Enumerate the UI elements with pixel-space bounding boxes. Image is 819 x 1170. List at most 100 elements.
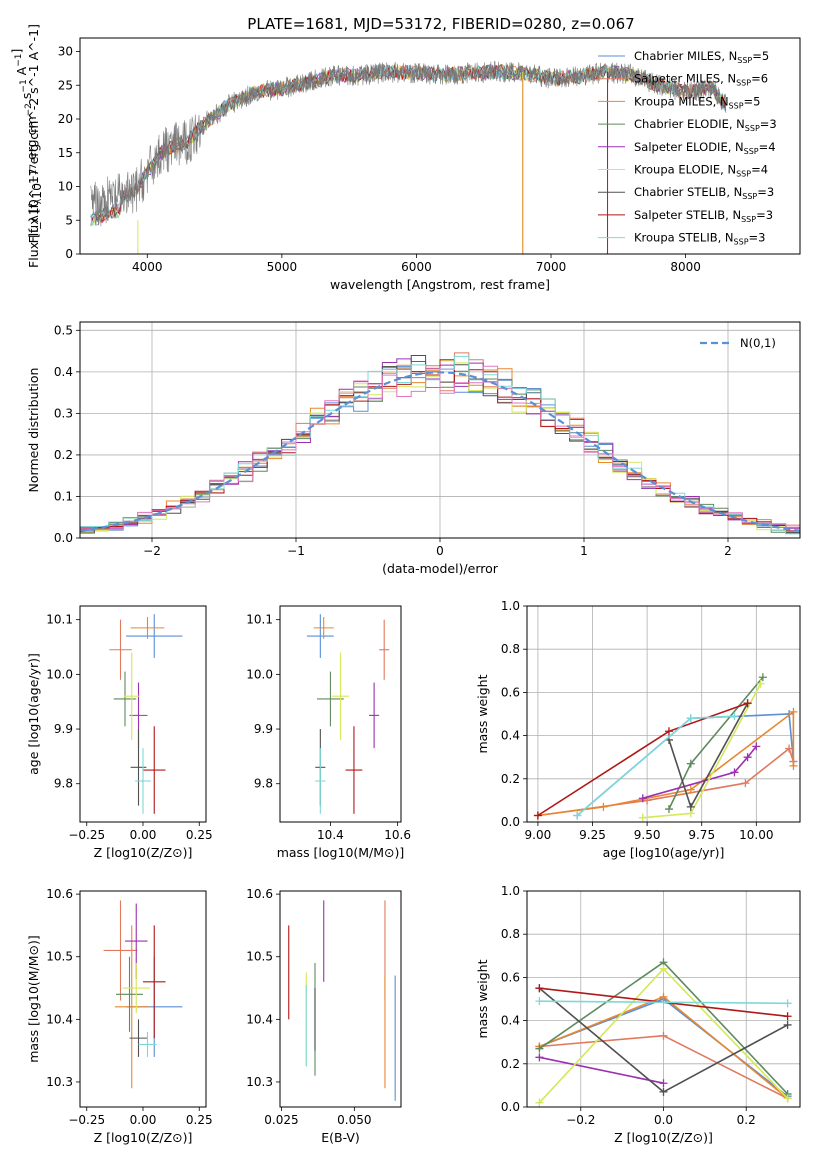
- x-tick-label: 10.00: [739, 828, 773, 842]
- y-tick-label: 30: [58, 45, 73, 59]
- x-tick-label: 10.6: [384, 828, 411, 842]
- x-tick-label: 2: [724, 544, 732, 558]
- weight-point: [638, 813, 647, 822]
- weight-point: [664, 727, 673, 736]
- weight-line-4: [642, 745, 757, 799]
- weight-line-3: [668, 676, 764, 810]
- y-tick-label: 10.3: [246, 1075, 273, 1089]
- legend-label: Salpeter MILES, NSSP=6: [634, 72, 768, 88]
- x-tick-label: 0: [436, 544, 444, 558]
- weight-line-4: [539, 1056, 664, 1084]
- y-tick-label: 0.2: [501, 772, 520, 786]
- y-axis-label: Flux [fλ10−17 erg cm−2 s−1 A−1]: [9, 49, 44, 244]
- label-part: 10: [29, 183, 44, 199]
- x-axis-label: mass [log10(M/M⊙)]: [277, 845, 405, 860]
- y-tick-label: 0.0: [501, 1100, 520, 1114]
- y-tick-label: 10.5: [246, 950, 273, 964]
- legend-text: Kroupa MILES, N: [634, 94, 729, 108]
- weight-line-0: [576, 713, 795, 817]
- y-tick-label: 20: [58, 112, 73, 126]
- weight-point: [789, 761, 798, 770]
- y-tick-label: 0.2: [54, 448, 73, 462]
- y-axis-label: mass weight: [475, 674, 490, 753]
- x-tick-label: 1: [580, 544, 588, 558]
- legend-sub: SSP: [742, 192, 757, 201]
- weight-point: [659, 1087, 668, 1096]
- y-tick-label: 0.0: [54, 531, 73, 545]
- legend-label: Chabrier MILES, NSSP=5: [634, 49, 769, 65]
- y-axis-label: Flux [f_λ10^-17 erg cm^-2 s^-1 A^-1]: [26, 24, 41, 268]
- weight-point: [752, 742, 761, 751]
- legend-text: Kroupa STELIB, N: [634, 231, 734, 245]
- weight-point: [743, 699, 752, 708]
- y-tick-label: 0.3: [54, 406, 73, 420]
- weight-point: [659, 992, 668, 1001]
- x-axis-label: (data-model)/error: [382, 561, 499, 576]
- x-tick-label: 5000: [267, 260, 298, 274]
- legend-value: =3: [749, 231, 766, 245]
- x-tick-label: 9.25: [579, 828, 606, 842]
- legend-text: Chabrier STELIB, N: [634, 185, 742, 199]
- label-part: ]: [9, 49, 24, 54]
- panel-mass-weight-vs-age: 9.00 9.25 9.50 9.75 10.00 0.0 0.2 0.4 0.6 0.8 1.0 a…: [475, 599, 801, 860]
- y-tick-label: 25: [58, 78, 73, 92]
- histogram-step-9: [80, 365, 800, 530]
- x-tick-label: 7000: [536, 260, 567, 274]
- weight-point: [686, 802, 695, 811]
- y-tick-label: 0.5: [54, 323, 73, 337]
- x-tick-label: 9.00: [525, 828, 552, 842]
- plot-area: [306, 614, 390, 814]
- axes-frame: [79, 890, 207, 1108]
- legend-sub: SSP: [736, 170, 751, 179]
- y-tick-label: 0.8: [501, 927, 520, 941]
- y-tick-label: 9.9: [54, 722, 73, 736]
- x-tick-label: 0.25: [186, 1113, 213, 1127]
- y-tick-label: 9.8: [254, 777, 273, 791]
- weight-point: [686, 759, 695, 768]
- x-tick-label: −0.2: [566, 1113, 595, 1127]
- y-tick-label: 0.2: [501, 1057, 520, 1071]
- legend-value: =4: [751, 163, 768, 177]
- weight-point: [533, 811, 542, 820]
- weight-line-8: [576, 715, 735, 817]
- weight-point: [659, 964, 668, 973]
- y-tick-label: 10.3: [46, 1075, 73, 1089]
- y-tick-label: 10.5: [46, 950, 73, 964]
- y-tick-label: 10.4: [46, 1012, 73, 1026]
- weight-point: [535, 997, 544, 1006]
- plot-area: [288, 900, 396, 1101]
- label-part: −17: [29, 164, 39, 183]
- plot-area: [80, 352, 800, 535]
- legend-value: =5: [752, 49, 769, 63]
- legend-label: Salpeter STELIB, NSSP=3: [634, 208, 773, 224]
- legend-sub: SSP: [736, 79, 751, 88]
- legend: Chabrier MILES, NSSP=5 Salpeter MILES, NS…: [598, 49, 777, 247]
- legend-sub: SSP: [734, 238, 749, 247]
- label-part: −1: [19, 79, 29, 92]
- x-tick-label: −0.25: [68, 1113, 105, 1127]
- panel-residuals: −2 −1 0 1 2 0.0 0.1 0.2 0.3 0.4 0.5 (data-model)/er…: [26, 321, 801, 576]
- weight-point: [535, 1053, 544, 1062]
- legend-sub: SSP: [741, 215, 756, 224]
- x-tick-label: 9.75: [688, 828, 715, 842]
- label-part: erg cm: [24, 116, 39, 164]
- weight-point: [599, 802, 608, 811]
- y-axis-label: mass [log10(M/M⊙)]: [26, 935, 41, 1063]
- legend-label: N(0,1): [740, 336, 776, 350]
- x-tick-label: −1: [287, 544, 305, 558]
- weight-point: [783, 1020, 792, 1029]
- y-tick-label: 0.4: [501, 729, 520, 743]
- x-tick-label: −0.25: [68, 828, 105, 842]
- weight-point: [659, 1079, 668, 1088]
- y-axis-label: age [log10(age/yr)]: [26, 653, 41, 775]
- label-part: −1: [14, 54, 24, 67]
- normal-curve: [80, 371, 800, 532]
- legend-value: =3: [756, 208, 773, 222]
- axes-frame: [526, 605, 801, 823]
- y-tick-label: 10.1: [246, 613, 273, 627]
- y-axis-label: Normed distribution: [26, 368, 41, 493]
- legend-text: Chabrier ELODIE, N: [634, 117, 745, 131]
- y-tick-label: 15: [58, 146, 73, 160]
- x-tick-label: 0.025: [264, 1113, 298, 1127]
- x-tick-label: 0.00: [130, 1113, 157, 1127]
